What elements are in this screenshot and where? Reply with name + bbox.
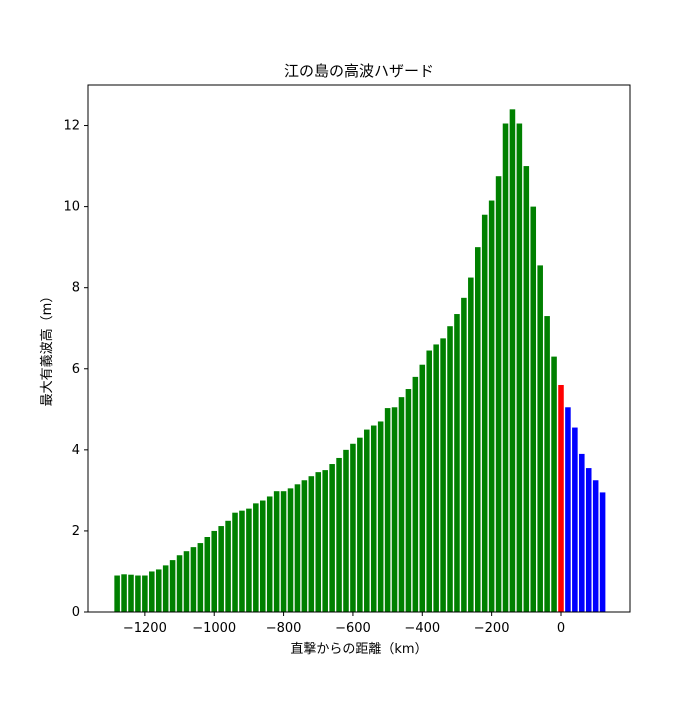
bar	[197, 543, 204, 612]
bar	[592, 480, 599, 612]
bar	[426, 350, 432, 612]
bar	[447, 326, 453, 612]
bar	[530, 206, 537, 612]
bar	[211, 530, 217, 612]
bar	[474, 247, 481, 612]
bar	[273, 491, 280, 612]
bar	[149, 571, 155, 612]
bar	[162, 565, 169, 612]
bar	[454, 314, 460, 612]
bar	[558, 384, 564, 612]
bar	[599, 492, 606, 612]
bar	[565, 407, 571, 612]
bar	[377, 421, 384, 612]
bar	[433, 344, 439, 612]
bar	[523, 166, 530, 613]
x-tick-label: −800	[266, 621, 302, 636]
chart-title: 江の島の高波ハザード	[284, 62, 434, 80]
bar	[301, 480, 308, 612]
x-tick-label: −1000	[192, 621, 236, 636]
bar	[239, 510, 245, 612]
bar	[468, 277, 474, 612]
bar	[142, 575, 148, 612]
bar	[253, 503, 259, 612]
bar	[391, 407, 398, 612]
bar	[502, 123, 509, 612]
bar	[155, 569, 162, 612]
bar	[232, 512, 238, 612]
bar	[572, 427, 578, 612]
bar	[135, 575, 141, 612]
bar	[336, 457, 342, 612]
y-tick-label: 6	[72, 362, 80, 377]
bar	[398, 397, 405, 612]
bar	[370, 425, 377, 612]
bar	[357, 437, 363, 612]
bar	[308, 476, 315, 612]
bar	[419, 364, 426, 612]
bar	[204, 537, 211, 612]
bar	[176, 555, 183, 612]
bar	[516, 123, 523, 612]
bar	[225, 520, 231, 612]
bar	[329, 464, 335, 612]
plot-frame	[87, 84, 631, 613]
bar	[343, 449, 349, 612]
bar	[364, 429, 370, 612]
bar	[266, 496, 273, 612]
bar	[405, 389, 412, 612]
x-tick-label: −200	[474, 621, 510, 636]
bar	[551, 356, 557, 612]
y-tick-label: 8	[72, 281, 80, 296]
bar	[350, 443, 356, 612]
bar	[544, 316, 550, 612]
y-tick-label: 4	[72, 443, 80, 458]
y-tick-label: 0	[72, 605, 80, 620]
bar	[585, 468, 592, 612]
bar	[481, 214, 488, 612]
x-tick-label: 0	[557, 621, 565, 636]
y-tick-label: 2	[72, 524, 80, 539]
bar	[315, 472, 322, 612]
bar	[128, 574, 134, 612]
bar	[190, 547, 197, 612]
bar	[384, 408, 391, 612]
bar	[440, 338, 446, 612]
bar	[322, 470, 328, 612]
x-axis-label: 直撃からの距離（km）	[290, 641, 427, 657]
bar	[246, 508, 252, 612]
bar	[121, 574, 127, 612]
y-tick-label: 12	[63, 119, 80, 134]
bar	[412, 376, 419, 612]
y-tick-label: 10	[63, 200, 80, 215]
x-tick-label: −1200	[123, 621, 167, 636]
bar	[579, 453, 585, 612]
bar	[114, 575, 120, 612]
bar	[461, 297, 467, 612]
bar	[488, 200, 495, 613]
bar	[509, 109, 516, 613]
bar	[294, 484, 301, 612]
bar	[183, 551, 190, 612]
bar	[287, 488, 294, 612]
bar	[218, 526, 224, 612]
bar	[169, 560, 176, 612]
x-tick-label: −600	[335, 621, 371, 636]
y-axis-label: 最大有義波高（m）	[39, 290, 55, 407]
x-tick-label: −400	[404, 621, 440, 636]
bar	[495, 176, 502, 612]
bar	[259, 500, 266, 612]
bar	[537, 265, 543, 612]
bar	[280, 491, 287, 612]
